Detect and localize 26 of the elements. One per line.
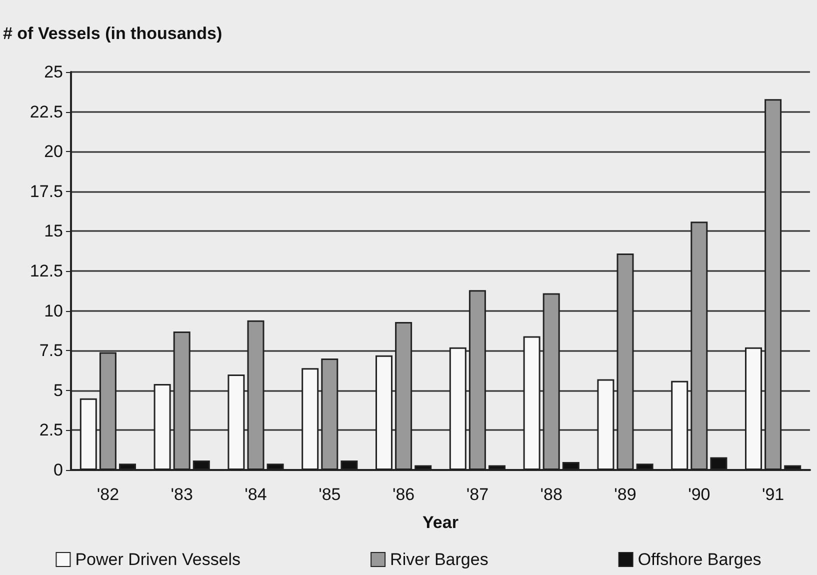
x-tick-label: '89 — [614, 485, 636, 504]
legend-label: Power Driven Vessels — [75, 550, 241, 569]
legend-label: River Barges — [390, 550, 488, 569]
y-tick-label: 22.5 — [30, 102, 63, 122]
y-tick-label: 20 — [44, 142, 63, 162]
x-tick-label: '88 — [540, 485, 562, 504]
y-tick-label: 12.5 — [30, 262, 63, 280]
x-tick-label: '87 — [466, 485, 489, 504]
y-tick-label: 7.5 — [39, 341, 63, 360]
y-tick-label: 17.5 — [30, 182, 63, 201]
y-tick-label: 25 — [44, 62, 63, 82]
legend-label: Offshore Barges — [638, 550, 762, 569]
y-tick-label: 0 — [54, 460, 63, 480]
x-axis-title: Year — [422, 513, 459, 532]
y-tick-label: 10 — [44, 301, 63, 320]
x-tick-label: '83 — [170, 485, 193, 504]
x-tick-label: '91 — [762, 485, 784, 504]
y-tick-label: 5 — [54, 380, 63, 400]
x-tick-label: '86 — [392, 485, 415, 504]
x-tick-label: '82 — [96, 485, 120, 504]
x-tick-label: '90 — [688, 485, 710, 504]
x-tick-label: '84 — [244, 485, 267, 504]
y-axis-title: # of Vessels (in thousands) — [3, 24, 222, 43]
x-tick-label: '85 — [318, 485, 341, 504]
y-tick-label: 15 — [44, 222, 63, 241]
y-tick-label: 2.5 — [39, 420, 63, 440]
